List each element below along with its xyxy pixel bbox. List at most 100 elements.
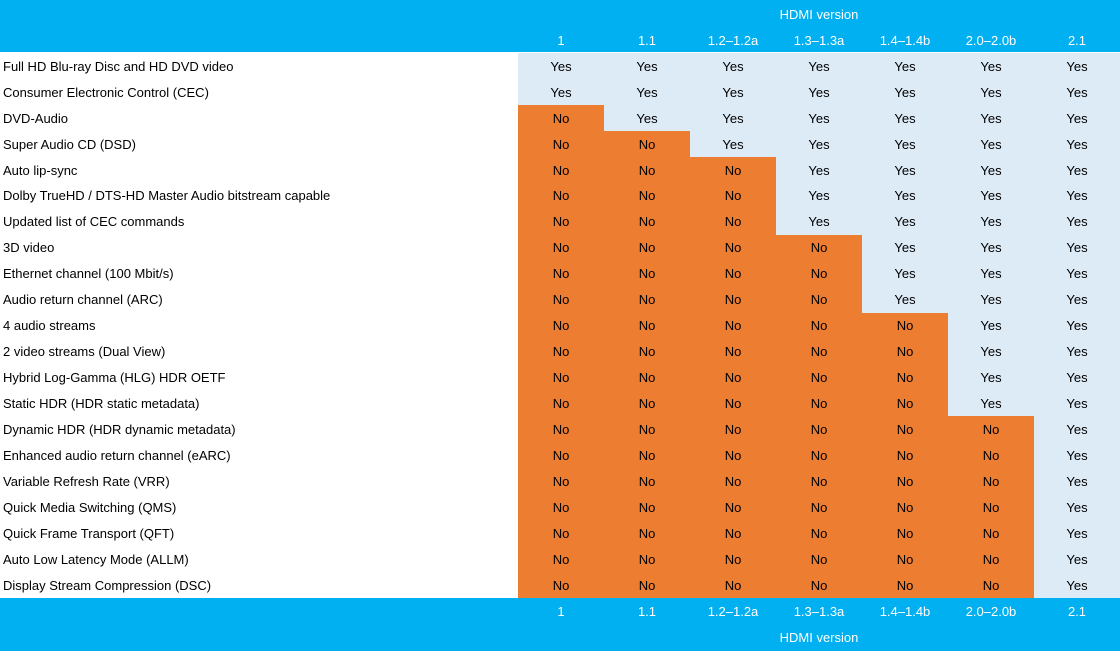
row-label: Auto lip-sync — [3, 162, 78, 178]
support-cell: Yes — [948, 390, 1034, 417]
support-cell: No — [948, 572, 1034, 599]
support-cell: No — [604, 442, 690, 469]
support-cell: Yes — [948, 130, 1034, 158]
support-cell: No — [518, 208, 604, 236]
row-label: Quick Media Switching (QMS) — [3, 499, 177, 515]
support-cell: No — [604, 520, 690, 547]
footer-version: 1.3–1.3a — [793, 603, 845, 619]
support-cell: No — [948, 520, 1034, 547]
support-cell: No — [862, 364, 948, 391]
row-label: 3D video — [3, 240, 55, 256]
row-label: Full HD Blu-ray Disc and HD DVD video — [3, 58, 234, 74]
row-label: Dynamic HDR (HDR dynamic metadata) — [3, 422, 236, 438]
footer-version: 1.1 — [637, 603, 657, 619]
support-cell: No — [862, 468, 948, 495]
header-version: 1.2–1.2a — [707, 32, 759, 48]
row-label: Static HDR (HDR static metadata) — [3, 396, 200, 412]
support-cell: No — [690, 442, 776, 469]
support-cell: Yes — [690, 130, 776, 158]
row-label: Variable Refresh Rate (VRR) — [3, 473, 170, 489]
row-label: Dolby TrueHD / DTS-HD Master Audio bitst… — [3, 188, 331, 204]
support-cell: No — [690, 234, 776, 262]
footer-version: 2.0–2.0b — [965, 603, 1017, 619]
support-cell: Yes — [776, 208, 862, 236]
support-cell: No — [518, 182, 604, 210]
support-cell: No — [604, 364, 690, 391]
row-label: DVD-Audio — [3, 110, 69, 126]
support-cell: No — [690, 208, 776, 236]
support-cell: Yes — [1034, 260, 1120, 288]
support-cell: No — [948, 442, 1034, 469]
support-cell: No — [776, 312, 862, 339]
support-cell: No — [862, 312, 948, 339]
support-cell: No — [948, 468, 1034, 495]
support-cell: No — [518, 286, 604, 313]
support-cell: No — [776, 338, 862, 365]
support-cell: No — [518, 390, 604, 417]
support-cell: No — [776, 442, 862, 469]
row-label: Ethernet channel (100 Mbit/s) — [3, 266, 174, 282]
support-cell: No — [518, 260, 604, 288]
support-cell: No — [604, 312, 690, 339]
header-version: 2.1 — [1067, 32, 1087, 48]
support-cell: No — [690, 468, 776, 495]
support-cell: No — [604, 468, 690, 495]
footer-version: 2.1 — [1067, 603, 1087, 619]
support-cell: Yes — [862, 130, 948, 158]
row-label: Enhanced audio return channel (eARC) — [3, 448, 231, 463]
header-title: HDMI version — [779, 6, 859, 22]
header-version: 2.0–2.0b — [965, 32, 1017, 48]
support-cell: Yes — [1034, 364, 1120, 391]
support-cell: Yes — [1034, 442, 1120, 469]
support-cell: No — [518, 546, 604, 573]
support-cell: No — [518, 520, 604, 547]
support-cell: Yes — [690, 53, 776, 80]
support-cell: No — [604, 416, 690, 443]
support-cell: No — [948, 494, 1034, 521]
support-cell: Yes — [948, 104, 1034, 132]
support-cell: Yes — [776, 156, 862, 184]
support-cell: No — [604, 494, 690, 521]
support-cell: Yes — [1034, 78, 1120, 106]
support-cell: Yes — [862, 286, 948, 313]
support-cell: No — [862, 520, 948, 547]
support-cell: Yes — [604, 104, 690, 132]
support-cell: No — [518, 130, 604, 158]
footer-band — [0, 598, 1120, 651]
row-label: Updated list of CEC commands — [3, 214, 185, 230]
support-cell: Yes — [948, 364, 1034, 391]
support-cell: No — [690, 338, 776, 365]
support-cell: No — [862, 416, 948, 443]
support-cell: Yes — [1034, 156, 1120, 184]
support-cell: Yes — [776, 130, 862, 158]
support-cell: Yes — [862, 234, 948, 262]
support-cell: No — [604, 390, 690, 417]
support-cell: No — [862, 494, 948, 521]
support-cell: No — [776, 390, 862, 417]
support-cell: No — [604, 234, 690, 262]
support-cell: Yes — [862, 78, 948, 106]
support-cell: Yes — [1034, 286, 1120, 313]
footer-version: 1.4–1.4b — [879, 603, 931, 619]
header-version: 1 — [557, 32, 565, 48]
footer-title: HDMI version — [779, 630, 859, 645]
support-cell: Yes — [862, 182, 948, 210]
row-label: Consumer Electronic Control (CEC) — [3, 84, 209, 100]
support-cell: Yes — [1034, 130, 1120, 158]
support-cell: Yes — [948, 312, 1034, 339]
support-cell: Yes — [776, 78, 862, 106]
support-cell: No — [776, 234, 862, 262]
support-cell: No — [862, 338, 948, 365]
row-label: Audio return channel (ARC) — [3, 292, 163, 308]
support-cell: Yes — [948, 286, 1034, 313]
support-cell: Yes — [1034, 234, 1120, 262]
row-label: 2 video streams (Dual View) — [3, 344, 166, 360]
support-cell: Yes — [776, 104, 862, 132]
support-cell: No — [690, 286, 776, 313]
support-cell: No — [518, 494, 604, 521]
support-cell: Yes — [1034, 53, 1120, 80]
support-cell: No — [862, 442, 948, 469]
support-cell: No — [518, 416, 604, 443]
support-cell: No — [776, 546, 862, 573]
support-cell: No — [690, 390, 776, 417]
